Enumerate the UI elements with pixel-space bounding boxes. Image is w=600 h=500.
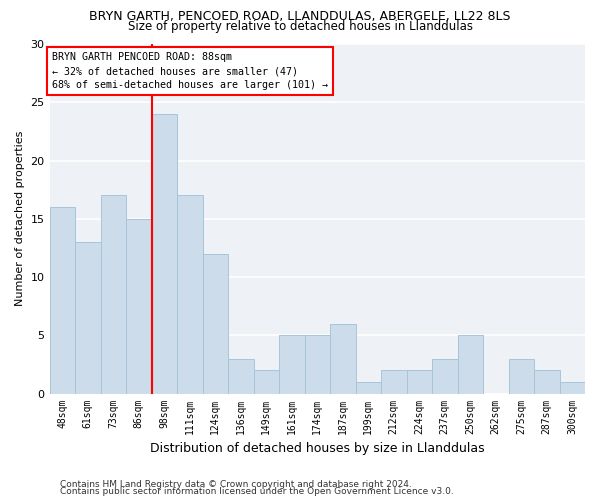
- Bar: [407, 370, 432, 394]
- Bar: [458, 336, 483, 394]
- Text: BRYN GARTH, PENCOED ROAD, LLANDDULAS, ABERGELE, LL22 8LS: BRYN GARTH, PENCOED ROAD, LLANDDULAS, AB…: [89, 10, 511, 23]
- Text: Contains public sector information licensed under the Open Government Licence v3: Contains public sector information licen…: [60, 487, 454, 496]
- Bar: [534, 370, 560, 394]
- Bar: [126, 219, 152, 394]
- Bar: [50, 207, 75, 394]
- Text: Size of property relative to detached houses in Llanddulas: Size of property relative to detached ho…: [128, 20, 473, 33]
- Bar: [330, 324, 356, 394]
- Bar: [381, 370, 407, 394]
- Bar: [75, 242, 101, 394]
- Bar: [177, 196, 203, 394]
- Bar: [254, 370, 279, 394]
- Bar: [203, 254, 228, 394]
- Bar: [101, 196, 126, 394]
- X-axis label: Distribution of detached houses by size in Llanddulas: Distribution of detached houses by size …: [150, 442, 485, 455]
- Bar: [305, 336, 330, 394]
- Bar: [356, 382, 381, 394]
- Bar: [279, 336, 305, 394]
- Bar: [560, 382, 585, 394]
- Y-axis label: Number of detached properties: Number of detached properties: [15, 131, 25, 306]
- Bar: [509, 358, 534, 394]
- Bar: [432, 358, 458, 394]
- Text: BRYN GARTH PENCOED ROAD: 88sqm
← 32% of detached houses are smaller (47)
68% of : BRYN GARTH PENCOED ROAD: 88sqm ← 32% of …: [52, 52, 328, 90]
- Bar: [228, 358, 254, 394]
- Text: Contains HM Land Registry data © Crown copyright and database right 2024.: Contains HM Land Registry data © Crown c…: [60, 480, 412, 489]
- Bar: [152, 114, 177, 394]
